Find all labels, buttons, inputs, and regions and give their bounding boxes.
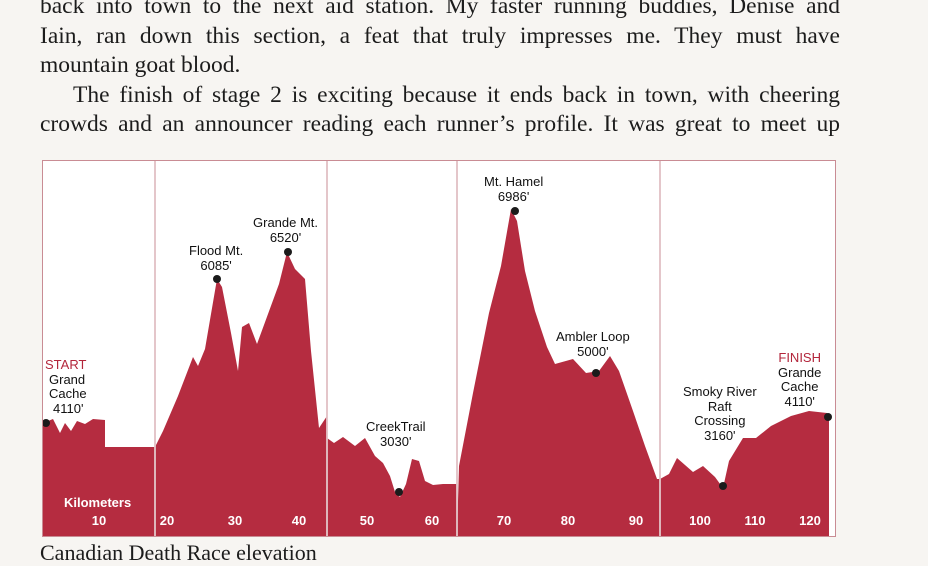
elevation-profile: START Grand Cache 4110' Flood Mt. 6085' …	[42, 160, 836, 537]
elevation-area	[457, 209, 829, 536]
x-tick: 70	[496, 513, 512, 528]
x-tick: 60	[424, 513, 440, 528]
annotation-finish: FINISH Grande Cache 4110'	[778, 350, 822, 409]
text-line: crowds and an announcer reading each run…	[40, 111, 840, 137]
marker-smoky-river	[719, 482, 727, 490]
marker-creek-trail	[395, 488, 403, 496]
elevation-area	[43, 252, 457, 536]
x-axis-title: Kilometers	[64, 495, 132, 510]
annotation-smoky-river: Smoky River Raft Crossing 3160'	[683, 384, 757, 443]
text-line: mountain goat blood.	[40, 52, 241, 78]
x-tick: 90	[628, 513, 644, 528]
x-tick: 40	[291, 513, 307, 528]
x-tick: 120	[799, 513, 821, 528]
x-tick: 100	[689, 513, 711, 528]
marker-start	[43, 419, 50, 427]
annotation-grande-mt: Grande Mt. 6520'	[253, 215, 319, 245]
x-tick: 50	[359, 513, 375, 528]
marker-flood-mt	[213, 275, 221, 283]
figure-caption: Canadian Death Race elevation	[40, 540, 317, 565]
annotation-flood-mt: Flood Mt. 6085'	[189, 243, 244, 273]
elevation-svg	[43, 161, 832, 536]
marker-finish	[824, 413, 832, 421]
x-tick: 80	[560, 513, 576, 528]
text-line: The finish of stage 2 is exciting becaus…	[73, 81, 840, 108]
annotation-start: START Grand Cache 4110'	[45, 357, 87, 416]
x-tick: 30	[227, 513, 243, 528]
annotation-creek-trail: CreekTrail 3030'	[366, 419, 426, 449]
text-line: Iain, ran down this section, a feat that…	[40, 22, 840, 49]
marker-mt-hamel	[511, 207, 519, 215]
annotation-ambler-loop: Ambler Loop 5000'	[556, 329, 630, 359]
x-tick: 110	[744, 513, 766, 528]
marker-grande-mt	[284, 248, 292, 256]
marker-ambler-loop	[592, 369, 600, 377]
x-tick: 10	[91, 513, 107, 528]
text-line: back into town to the next aid station. …	[40, 0, 840, 19]
body-text: back into town to the next aid station. …	[40, 0, 840, 140]
x-tick: 20	[159, 513, 175, 528]
annotation-mt-hamel: Mt. Hamel 6986'	[484, 174, 544, 204]
